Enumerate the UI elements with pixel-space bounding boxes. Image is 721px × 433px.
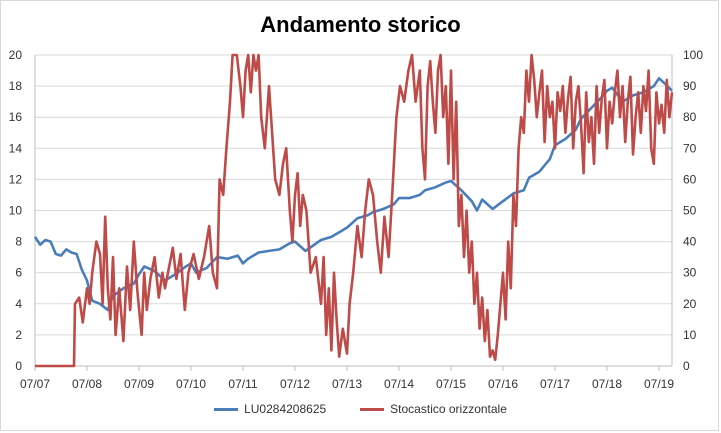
y-left-tick-label: 16 xyxy=(9,110,23,124)
y-right-tick-label: 20 xyxy=(683,297,697,311)
y-left-tick-label: 12 xyxy=(9,172,23,186)
legend-label-stochastic: Stocastico orizzontale xyxy=(390,402,507,416)
y-left-tick-label: 2 xyxy=(15,328,22,342)
x-tick-label: 07/08 xyxy=(72,377,102,391)
x-tick-label: 07/07 xyxy=(20,377,50,391)
y-right-tick-label: 90 xyxy=(683,79,697,93)
x-tick-label: 07/15 xyxy=(436,377,466,391)
y-right-tick-label: 0 xyxy=(683,359,690,373)
y-right-tick-label: 70 xyxy=(683,141,697,155)
y-right-tick-label: 100 xyxy=(683,48,703,62)
y-left-tick-label: 10 xyxy=(9,204,23,218)
y-right-tick-label: 30 xyxy=(683,266,697,280)
y-left-tick-label: 14 xyxy=(9,141,23,155)
legend-label-fund: LU0284208625 xyxy=(244,402,327,416)
y-left-tick-label: 8 xyxy=(15,235,22,249)
chart-title: Andamento storico xyxy=(260,12,461,37)
x-tick-label: 07/11 xyxy=(228,377,257,391)
y-left-tick-label: 4 xyxy=(15,297,22,311)
y-left-tick-label: 20 xyxy=(9,48,23,62)
y-right-tick-label: 60 xyxy=(683,172,697,186)
y-right-tick-label: 80 xyxy=(683,110,697,124)
legend-swatch-fund xyxy=(214,407,239,411)
y-left-tick-label: 18 xyxy=(9,79,23,93)
x-tick-label: 07/13 xyxy=(332,377,362,391)
y-right-tick-label: 10 xyxy=(683,328,697,342)
series-line-stochastic xyxy=(35,53,674,368)
x-tick-label: 07/14 xyxy=(384,377,414,391)
legend-swatch-stochastic xyxy=(360,407,385,411)
x-tick-label: 07/19 xyxy=(644,377,674,391)
x-tick-label: 07/17 xyxy=(540,377,570,391)
x-tick-label: 07/12 xyxy=(280,377,310,391)
x-tick-label: 07/10 xyxy=(176,377,206,391)
y-right-tick-label: 50 xyxy=(683,204,697,218)
series-line-fund xyxy=(33,77,673,312)
y-right-tick-label: 40 xyxy=(683,235,697,249)
legend-item-stochastic: Stocastico orizzontale xyxy=(360,402,507,416)
x-tick-label: 07/16 xyxy=(488,377,518,391)
x-tick-label: 07/09 xyxy=(124,377,154,391)
y-left-tick-label: 6 xyxy=(15,266,22,280)
y-left-tick-label: 0 xyxy=(15,359,22,373)
legend: LU0284208625 Stocastico orizzontale xyxy=(0,402,721,416)
x-tick-label: 07/18 xyxy=(592,377,622,391)
legend-item-fund: LU0284208625 xyxy=(214,402,326,416)
